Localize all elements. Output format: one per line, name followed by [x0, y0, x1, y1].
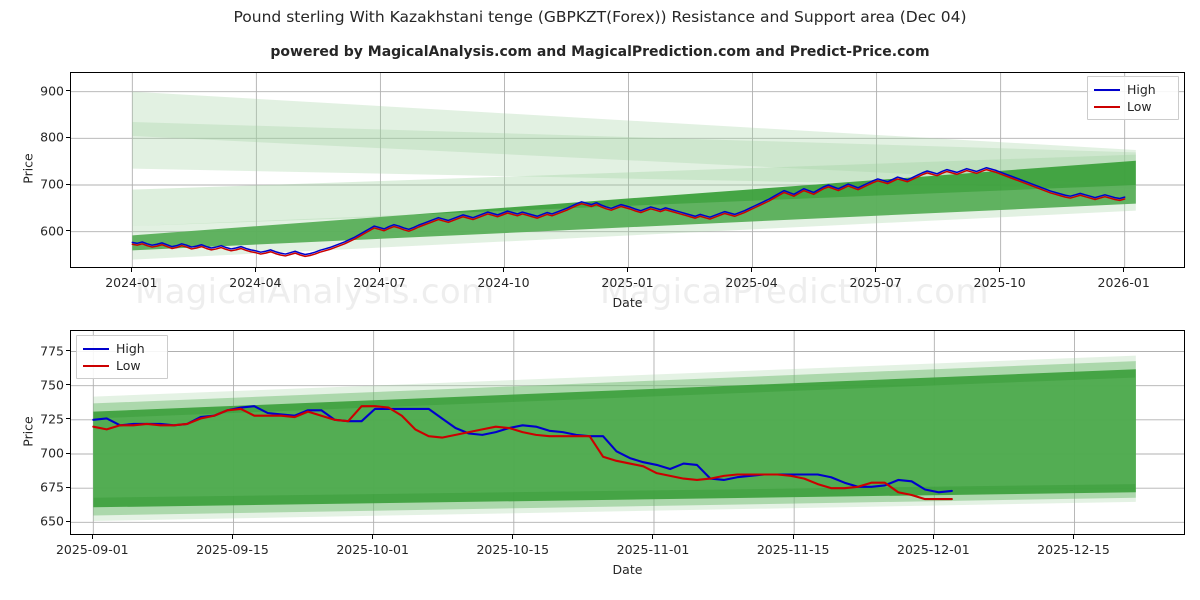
plot-svg-long-term — [71, 73, 1184, 267]
resistance-support-band — [132, 91, 1136, 185]
x-axis-tick-label: 2025-01 — [601, 275, 654, 290]
y-axis-tick-label: 700 — [40, 176, 64, 192]
x-axis-tick-label: 2025-11-01 — [616, 542, 690, 557]
x-axis-tick-label: 2024-01 — [105, 275, 158, 290]
x-axis-tick-label: 2025-04 — [725, 275, 778, 290]
chart-panel-short-term — [70, 330, 1185, 535]
y-axis-tick-mark — [66, 183, 70, 185]
series-line-low — [131, 168, 1126, 258]
chart-legend[interactable]: High Low — [76, 335, 168, 379]
x-axis-tick-mark — [378, 268, 380, 272]
x-axis-tick-label: 2025-11-15 — [756, 542, 830, 557]
plot-svg-short-term — [71, 331, 1184, 534]
plot-area-short-term — [70, 330, 1185, 535]
x-axis-tick-mark — [792, 535, 794, 539]
y-axis-tick-mark — [66, 90, 70, 92]
x-axis-tick-label: 2025-10 — [973, 275, 1026, 290]
resistance-support-band — [132, 185, 1136, 260]
legend-item-high[interactable]: High — [83, 340, 160, 357]
x-axis-tick-mark — [1073, 535, 1074, 539]
y-axis-tick-label: 700 — [40, 445, 64, 461]
x-axis-tick-mark — [751, 268, 753, 272]
y-axis-tick-label: 775 — [40, 343, 64, 358]
x-axis-tick-mark — [999, 268, 1001, 272]
legend-label-low: Low — [116, 358, 141, 373]
legend-item-low[interactable]: Low — [83, 357, 160, 374]
legend-item-low[interactable]: Low — [1094, 98, 1171, 115]
chart-panel-long-term — [70, 72, 1185, 268]
x-axis-tick-label: 2025-09-15 — [196, 542, 269, 557]
x-axis-tick-mark — [1123, 268, 1125, 272]
plot-area-long-term — [70, 72, 1185, 268]
y-axis-tick-mark — [66, 520, 70, 522]
x-axis-title: Date — [612, 562, 643, 577]
x-axis-tick-mark — [372, 535, 374, 539]
x-axis-tick-mark — [652, 535, 654, 539]
x-axis-tick-mark — [627, 268, 628, 272]
y-axis-tick-mark — [66, 136, 70, 138]
legend-swatch-high-icon — [1094, 88, 1120, 91]
x-axis-tick-label: 2026-01 — [1097, 275, 1150, 290]
x-axis-tick-mark — [254, 268, 256, 272]
x-axis-tick-mark — [875, 268, 877, 272]
x-axis-tick-label: 2025-12-15 — [1037, 542, 1110, 557]
resistance-support-band — [93, 377, 1136, 498]
y-axis-tick-mark — [66, 384, 70, 386]
y-axis-tick-label: 600 — [40, 223, 64, 239]
legend-label-high: High — [1127, 82, 1156, 97]
series-line-low — [92, 405, 953, 501]
x-axis-tick-label: 2025-07 — [849, 275, 902, 290]
y-axis-tick-mark — [66, 350, 70, 351]
y-axis-title: Price — [20, 415, 36, 447]
y-axis-tick-label: 750 — [40, 377, 64, 393]
x-axis-tick-mark — [932, 535, 934, 539]
x-axis-tick-label: 2024-04 — [229, 275, 282, 290]
y-axis-tick-mark — [66, 452, 70, 454]
y-axis-tick-mark — [66, 230, 70, 232]
resistance-support-band — [132, 122, 1136, 189]
legend-swatch-high-icon — [83, 347, 109, 350]
legend-label-low: Low — [1127, 99, 1152, 114]
y-axis-title: Price — [20, 153, 36, 184]
y-axis-tick-label: 650 — [40, 513, 64, 529]
chart-legend[interactable]: High Low — [1087, 76, 1179, 120]
x-axis-tick-mark — [512, 535, 514, 539]
y-axis-tick-label: 675 — [40, 479, 64, 495]
y-axis-tick-label: 725 — [40, 411, 64, 427]
y-axis-tick-mark — [66, 418, 70, 420]
legend-swatch-low-icon — [83, 364, 109, 367]
x-axis-tick-label: 2025-09-01 — [55, 542, 129, 557]
page-title: Pound sterling With Kazakhstani tenge (G… — [233, 8, 967, 26]
x-axis-tick-label: 2025-12-01 — [897, 542, 970, 557]
series-line-high — [131, 166, 1126, 256]
y-axis-tick-label: 800 — [40, 129, 64, 145]
legend-item-high[interactable]: High — [1094, 81, 1171, 98]
x-axis-tick-label: 2024-07 — [353, 275, 406, 290]
x-axis-title: Date — [612, 295, 643, 310]
legend-label-high: High — [116, 341, 145, 356]
x-axis-tick-label: 2024-10 — [477, 275, 530, 290]
x-axis-tick-label: 2025-10-01 — [336, 542, 409, 557]
y-axis-tick-mark — [66, 486, 70, 488]
x-axis-tick-mark — [130, 268, 132, 272]
x-axis-tick-mark — [91, 535, 93, 539]
legend-swatch-low-icon — [1094, 105, 1120, 108]
resistance-support-band — [132, 154, 1136, 227]
x-axis-tick-mark — [502, 268, 504, 272]
page-subtitle: powered by MagicalAnalysis.com and Magic… — [270, 44, 930, 60]
x-axis-tick-mark — [231, 535, 233, 539]
y-axis-tick-label: 900 — [40, 83, 64, 99]
x-axis-tick-label: 2025-10-15 — [476, 542, 550, 557]
